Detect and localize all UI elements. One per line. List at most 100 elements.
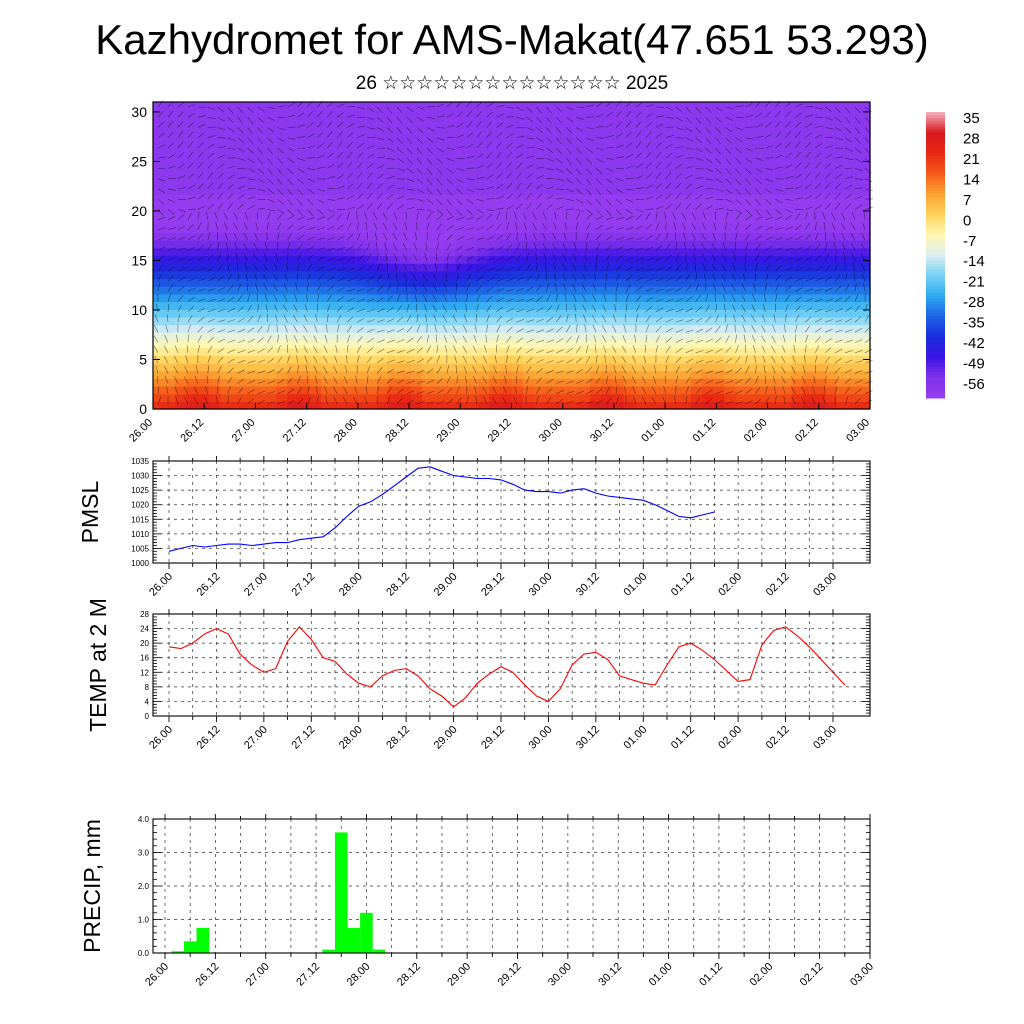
colorbar-segment [926, 214, 945, 218]
y-tick-label: 1030 [131, 472, 149, 481]
colorbar-segment [926, 386, 945, 390]
y-tick-label: 15 [131, 252, 147, 268]
y-axis-label: PMSL [77, 480, 103, 543]
panel-frame [152, 613, 871, 717]
grid [153, 613, 870, 717]
y-tick-label: 3.0 [138, 849, 150, 858]
colorbar-segment [926, 196, 945, 201]
colorbar-segment [926, 275, 945, 279]
colorbar-segment [926, 217, 945, 221]
colorbar-segment [926, 132, 945, 136]
colorbar-segment [926, 205, 945, 209]
x-tick-label: 30.12 [596, 961, 624, 989]
precip-bar [360, 912, 373, 953]
colorbar-segment [926, 345, 945, 349]
colorbar-label: -21 [963, 274, 985, 291]
y-tick-label: 20 [140, 639, 149, 648]
colorbar-segment [926, 257, 945, 262]
y-tick-label: 1035 [131, 457, 149, 466]
colorbar-segment [926, 190, 945, 195]
y-tick-label: 1025 [131, 486, 149, 495]
y-tick-label: 25 [131, 153, 147, 169]
x-tick-label: 27.00 [244, 961, 272, 989]
colorbar-segment [926, 371, 945, 376]
x-tick-label: 26.12 [194, 961, 222, 989]
colorbar-segment [926, 313, 945, 317]
y-tick-label: 0 [139, 401, 147, 417]
colorbar-segment [926, 176, 945, 180]
colorbar-segment [926, 339, 945, 344]
colorbar-segment [926, 380, 945, 384]
colorbar-segment [926, 278, 945, 282]
colorbar-segment [926, 155, 945, 160]
y-tick-label: 5 [139, 351, 147, 367]
colorbar-segment [926, 252, 945, 256]
colorbar-label: 7 [963, 192, 971, 209]
colorbar-segment [926, 120, 945, 125]
colorbar-segment [926, 222, 945, 227]
y-axis-label: PRECIP, mm [79, 819, 105, 953]
y-tick-label: 10 [131, 302, 147, 318]
colorbar-segment [926, 325, 945, 329]
colorbar-segment [926, 333, 945, 338]
colorbar-segment [926, 322, 945, 326]
colorbar-segment [926, 249, 945, 253]
colorbar-segment [926, 114, 945, 119]
colorbar-segment [926, 240, 945, 244]
precip-bar [171, 951, 184, 953]
colorbar-segment [926, 179, 945, 183]
colorbar-label: -49 [963, 356, 985, 373]
y-axis-label: TEMP at 2 M [85, 598, 111, 732]
colorbar-segment [926, 199, 945, 203]
y-tick-label: 2.0 [138, 882, 150, 891]
y-tick-label: 16 [140, 654, 149, 663]
colorbar-segment [926, 351, 945, 355]
grid [153, 818, 871, 954]
y-tick-label: 24 [140, 625, 149, 634]
colorbar-label: -42 [963, 335, 985, 352]
y-tick-label: 8 [145, 683, 150, 692]
y-tick-label: 1005 [131, 544, 149, 553]
x-tick-label: 28.12 [395, 961, 423, 989]
colorbar-label: 14 [963, 171, 980, 188]
colorbar-segment [926, 255, 945, 259]
colorbar-segment [926, 173, 945, 177]
y-tick-label: 1020 [131, 501, 149, 510]
colorbar-segment [926, 298, 945, 303]
colorbar-segment [926, 141, 945, 145]
colorbar-segment [926, 269, 945, 274]
colorbar-segment [926, 290, 945, 294]
y-tick-label: 4.0 [138, 815, 150, 824]
colorbar-segment [926, 231, 945, 236]
colorbar-label: -7 [963, 233, 976, 250]
colorbar-segment [926, 284, 945, 288]
colorbar-segment [926, 182, 945, 186]
y-tick-label: 12 [140, 668, 149, 677]
colorbar-segment [926, 365, 945, 370]
colorbar-segment [926, 354, 945, 358]
x-tick-label: 02.00 [747, 961, 775, 989]
colorbar-segment [926, 360, 945, 364]
colorbar-segment [926, 348, 945, 352]
y-tick-label: 0 [145, 712, 150, 721]
colorbar-segment [926, 202, 945, 206]
colorbar-segment [926, 342, 945, 346]
colorbar-segment [926, 362, 945, 367]
colorbar-segment [926, 307, 945, 311]
colorbar-label: -56 [963, 376, 985, 393]
panel-frame [152, 460, 871, 564]
colorbar-segment [926, 164, 945, 168]
colorbar-segment [926, 272, 945, 276]
colorbar-segment [926, 129, 945, 133]
colorbar-segment [926, 234, 945, 238]
colorbar-segment [926, 184, 945, 189]
colorbar-segment [926, 316, 945, 320]
colorbar-segment [926, 138, 945, 142]
colorbar-segment [926, 219, 945, 224]
colorbar-segment [926, 392, 945, 396]
colorbar-segment [926, 295, 945, 300]
colorbar-segment [926, 330, 945, 335]
precip-bar [196, 927, 210, 953]
